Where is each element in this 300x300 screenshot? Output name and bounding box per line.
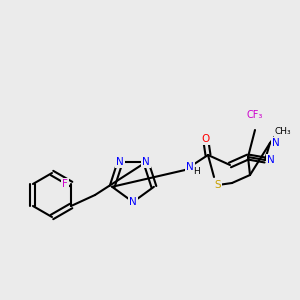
- Text: F: F: [62, 179, 68, 189]
- Text: N: N: [186, 162, 194, 172]
- Text: N: N: [142, 157, 150, 167]
- Text: CF₃: CF₃: [247, 110, 263, 120]
- Text: O: O: [201, 134, 209, 144]
- Text: S: S: [215, 180, 221, 190]
- Text: N: N: [267, 155, 275, 165]
- Text: N: N: [116, 157, 124, 167]
- Text: N: N: [129, 197, 137, 207]
- Text: CH₃: CH₃: [275, 128, 291, 136]
- Text: H: H: [194, 167, 200, 176]
- Text: N: N: [272, 138, 280, 148]
